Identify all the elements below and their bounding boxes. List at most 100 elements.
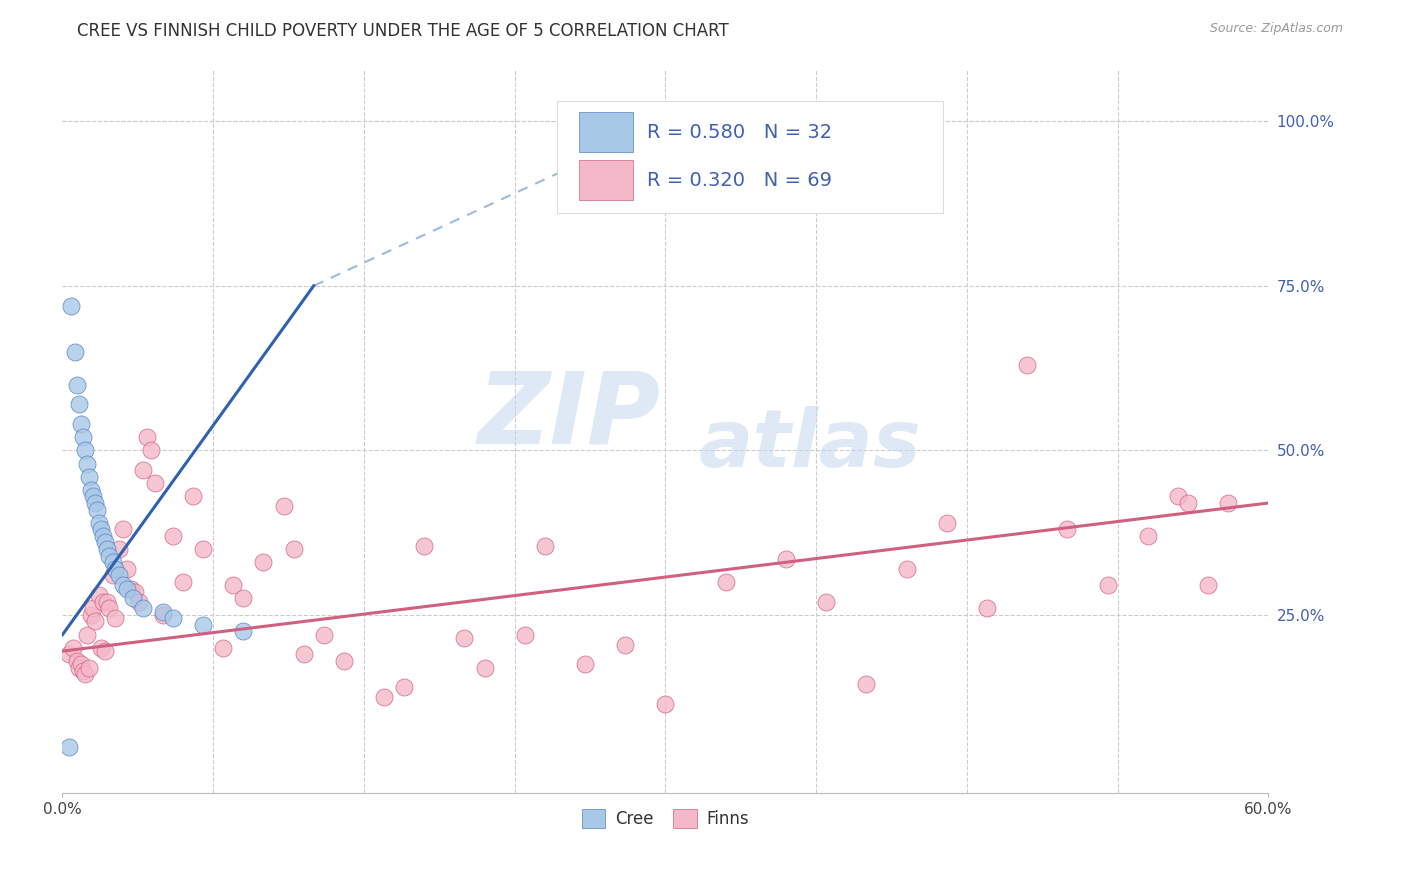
Point xyxy=(101,555,124,569)
Point xyxy=(97,601,120,615)
Point xyxy=(976,601,998,615)
Point xyxy=(714,574,737,589)
Point xyxy=(775,552,797,566)
Text: R = 0.580   N = 32: R = 0.580 N = 32 xyxy=(647,123,832,142)
Point xyxy=(312,628,335,642)
Point xyxy=(62,640,84,655)
Legend: Cree, Finns: Cree, Finns xyxy=(575,803,756,835)
Point xyxy=(121,591,143,606)
Point xyxy=(222,578,245,592)
Point xyxy=(193,542,215,557)
Point xyxy=(935,516,957,530)
Text: atlas: atlas xyxy=(699,406,921,484)
Point xyxy=(73,443,96,458)
Point xyxy=(152,605,174,619)
Point xyxy=(63,344,86,359)
Point xyxy=(77,469,100,483)
Point xyxy=(79,607,101,622)
Point xyxy=(614,638,637,652)
Point xyxy=(107,568,129,582)
Point xyxy=(77,660,100,674)
Point xyxy=(181,490,204,504)
Point xyxy=(333,654,356,668)
Point xyxy=(90,522,112,536)
FancyBboxPatch shape xyxy=(557,101,943,213)
Point xyxy=(896,562,918,576)
Point xyxy=(124,585,146,599)
Point xyxy=(58,648,80,662)
Point xyxy=(87,516,110,530)
Point xyxy=(574,657,596,672)
Point xyxy=(534,539,557,553)
Point xyxy=(65,654,87,668)
Text: CREE VS FINNISH CHILD POVERTY UNDER THE AGE OF 5 CORRELATION CHART: CREE VS FINNISH CHILD POVERTY UNDER THE … xyxy=(77,22,730,40)
Point xyxy=(115,562,138,576)
Point xyxy=(392,681,415,695)
Point xyxy=(72,664,94,678)
Point xyxy=(82,490,104,504)
Point xyxy=(373,690,395,705)
Point xyxy=(67,660,90,674)
Point xyxy=(96,595,118,609)
Point xyxy=(93,535,115,549)
Point xyxy=(82,601,104,615)
Point xyxy=(1056,522,1078,536)
Point xyxy=(413,539,436,553)
Point xyxy=(107,542,129,557)
Point xyxy=(128,595,150,609)
Point xyxy=(111,578,134,592)
Text: Source: ZipAtlas.com: Source: ZipAtlas.com xyxy=(1209,22,1343,36)
Point xyxy=(69,657,91,672)
Point xyxy=(120,582,142,596)
Point xyxy=(252,555,274,569)
Point xyxy=(1197,578,1219,592)
Point xyxy=(67,397,90,411)
Point xyxy=(474,660,496,674)
Point xyxy=(111,522,134,536)
Point xyxy=(58,739,80,754)
Point xyxy=(87,588,110,602)
Point xyxy=(73,667,96,681)
Point xyxy=(1218,496,1240,510)
Point xyxy=(193,617,215,632)
Point xyxy=(96,542,118,557)
Point xyxy=(232,591,254,606)
Text: ZIP: ZIP xyxy=(478,368,661,465)
Point xyxy=(139,443,162,458)
FancyBboxPatch shape xyxy=(579,161,633,201)
Point xyxy=(90,640,112,655)
Point xyxy=(1177,496,1199,510)
Point xyxy=(65,377,87,392)
Point xyxy=(72,430,94,444)
FancyBboxPatch shape xyxy=(579,112,633,152)
Point xyxy=(93,644,115,658)
Point xyxy=(162,611,184,625)
Point xyxy=(115,582,138,596)
Point xyxy=(132,601,155,615)
Point xyxy=(132,463,155,477)
Point xyxy=(855,677,877,691)
Point xyxy=(212,640,235,655)
Point xyxy=(91,529,114,543)
Point xyxy=(292,648,315,662)
Point xyxy=(76,628,98,642)
Point xyxy=(76,457,98,471)
Point xyxy=(1167,490,1189,504)
Point xyxy=(232,624,254,639)
Point xyxy=(83,615,105,629)
Point xyxy=(86,502,108,516)
Point xyxy=(104,562,127,576)
Point xyxy=(283,542,305,557)
Point xyxy=(143,476,166,491)
Point xyxy=(162,529,184,543)
Point xyxy=(135,430,157,444)
Point xyxy=(513,628,536,642)
Point xyxy=(1017,358,1039,372)
Point xyxy=(453,631,475,645)
Point xyxy=(69,417,91,431)
Point xyxy=(97,549,120,563)
Text: R = 0.320   N = 69: R = 0.320 N = 69 xyxy=(647,171,832,190)
Point xyxy=(815,595,838,609)
Point xyxy=(273,500,295,514)
Point xyxy=(104,611,127,625)
